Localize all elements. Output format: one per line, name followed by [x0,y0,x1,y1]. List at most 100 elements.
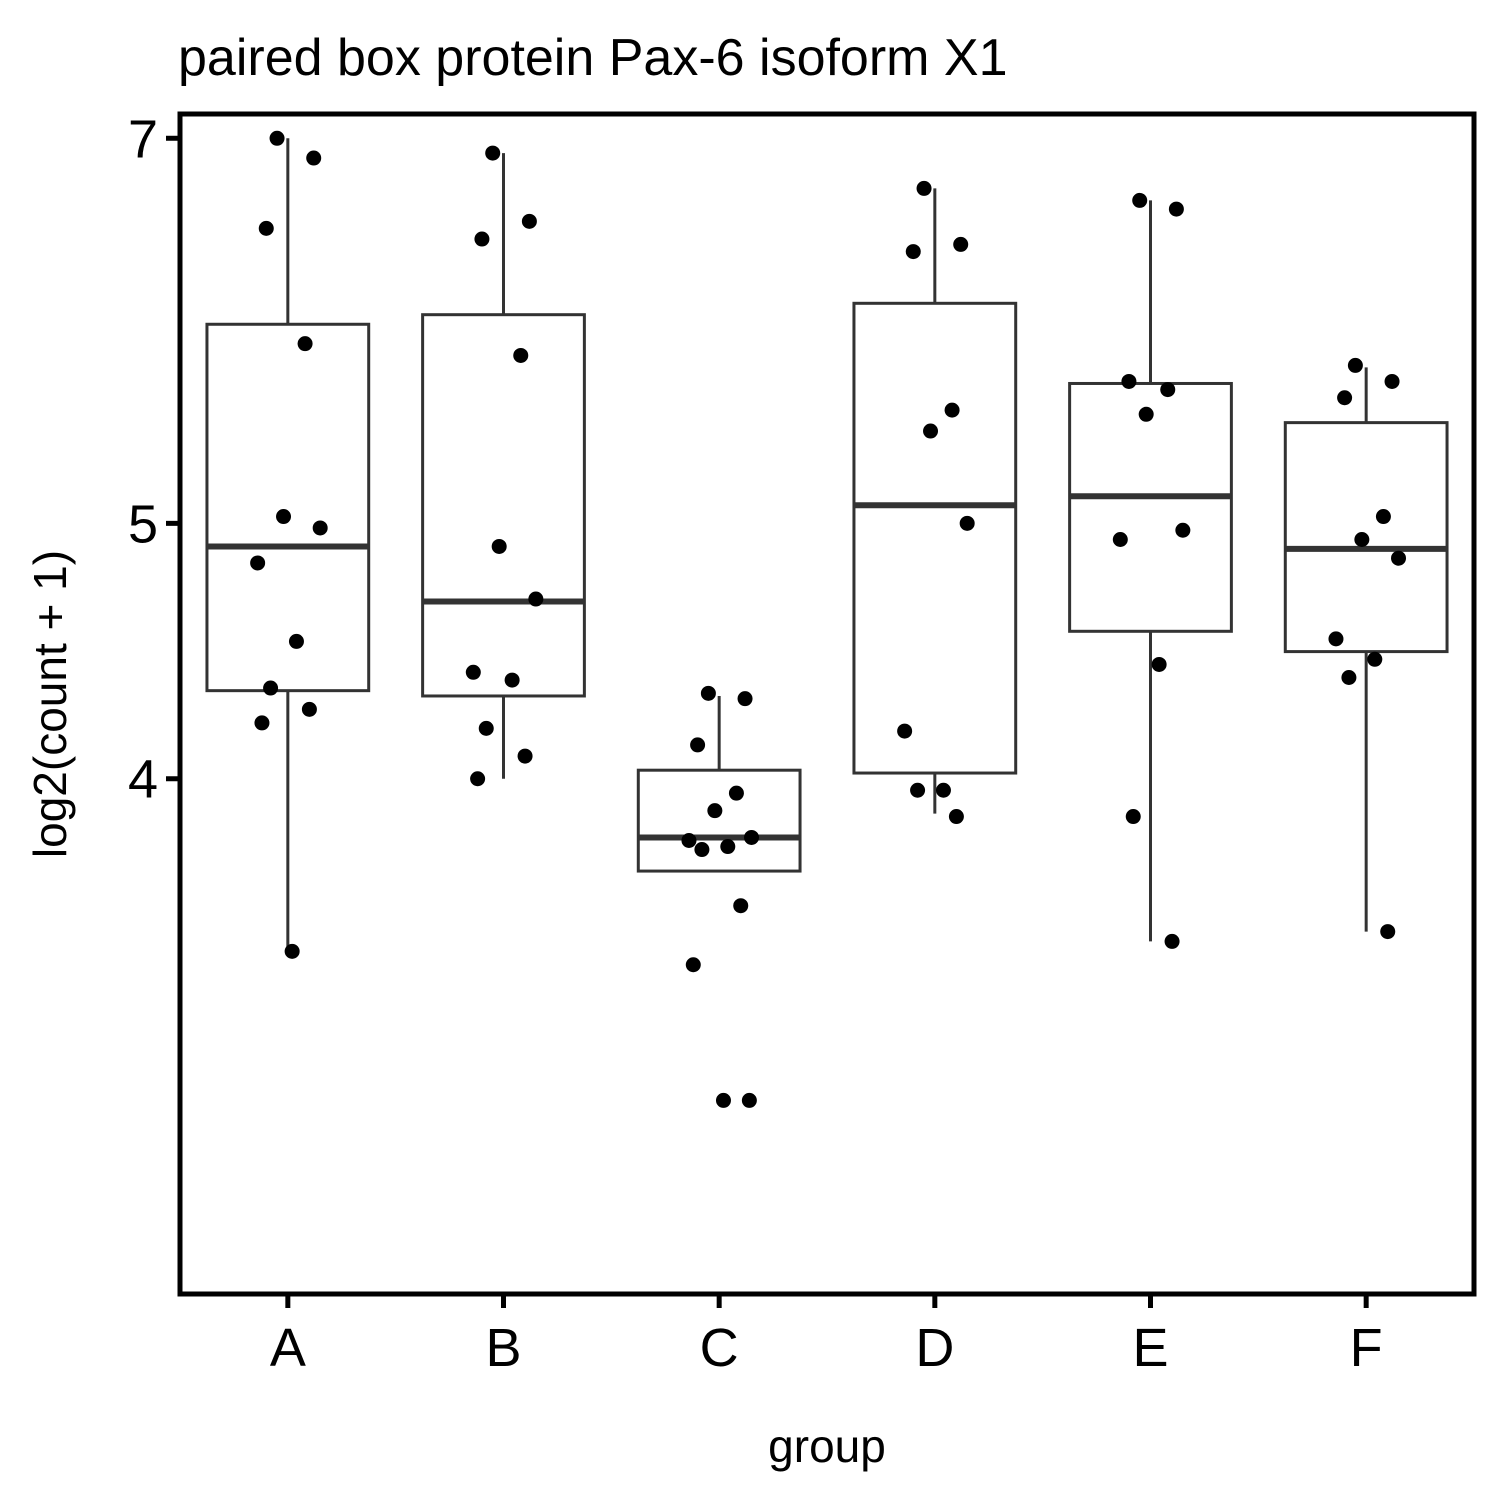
x-tick-label: F [1350,1318,1383,1378]
data-point [948,809,964,825]
data-point [528,591,544,607]
y-tick-label: 5 [128,494,158,554]
data-point [923,423,939,439]
chart-title: paired box protein Pax-6 isoform X1 [178,29,1008,87]
data-point [1160,382,1176,398]
plot-area [205,130,1449,1108]
data-point [910,782,926,798]
data-point [959,515,975,531]
data-point [478,720,494,736]
data-point [1168,201,1184,217]
box-group-e [1068,200,1233,942]
data-point [1380,924,1396,940]
data-point [935,782,951,798]
data-point [944,402,960,418]
box-group-a [205,138,371,952]
y-tick-label: 4 [128,750,158,810]
data-point [1121,373,1137,389]
data-point [700,685,716,701]
data-point [301,701,317,717]
data-point [306,150,322,166]
y-tick-label: 7 [128,109,158,169]
box-group-c [636,695,802,873]
data-point [1341,669,1357,685]
data-point [250,555,266,571]
x-axis-title: group [768,1420,886,1472]
data-point [681,832,697,848]
y-axis-title: log2(count + 1) [24,550,76,858]
data-point [1328,631,1344,647]
data-point [485,145,501,161]
points-b [465,145,544,787]
x-tick-label: B [485,1318,521,1378]
data-point [1347,357,1363,373]
panel-border [177,111,1477,1297]
data-point [491,538,507,554]
points-e [1112,192,1191,949]
data-point [504,672,520,688]
data-point [690,737,706,753]
data-point [694,842,710,858]
data-point [707,803,723,819]
y-axis: 4 5 7 [128,109,180,810]
x-tick-label: C [700,1318,739,1378]
x-axis: A B C D E F [270,1294,1383,1378]
points-d [897,180,975,825]
data-point [1151,656,1167,672]
box-group-d [852,188,1018,814]
data-point [715,1092,731,1108]
data-point [744,829,760,845]
data-point [741,1092,757,1108]
data-point [1138,406,1154,422]
data-point [1337,390,1353,406]
x-tick-label: D [915,1318,954,1378]
box-iqr [636,768,802,873]
data-point [953,236,969,252]
data-point [1132,192,1148,208]
data-point [1164,933,1180,949]
data-point [1112,531,1128,547]
data-point [470,771,486,787]
data-point [737,691,753,707]
data-point [521,213,537,229]
data-point [1375,509,1391,525]
data-point [685,957,701,973]
x-tick-label: E [1132,1318,1168,1378]
box-iqr [1068,381,1233,633]
data-point [733,898,749,914]
data-point [1354,531,1370,547]
data-point [312,520,328,536]
data-point [905,244,921,260]
box-iqr [852,301,1018,775]
data-point [1175,522,1191,538]
data-point [288,633,304,649]
data-point [284,943,300,959]
data-point [728,785,744,801]
data-point [258,220,274,236]
x-tick-label: A [270,1318,306,1378]
data-point [254,715,270,731]
box-group-b [421,153,586,779]
box-iqr [421,313,586,698]
data-point [276,509,292,525]
points-a [250,130,328,959]
data-point [465,664,481,680]
data-point [269,130,285,146]
data-point [263,680,279,696]
data-point [1125,809,1141,825]
data-point [1367,651,1383,667]
box-iqr [205,322,371,693]
points-c [681,685,760,1108]
data-point [916,180,932,196]
data-point [720,839,736,855]
data-point [517,748,533,764]
data-point [897,723,913,739]
data-point [474,231,490,247]
data-point [1391,550,1407,566]
box-group-f [1283,367,1449,932]
data-point [1384,373,1400,389]
points-f [1328,357,1407,940]
data-point [513,347,529,363]
data-point [297,336,313,352]
